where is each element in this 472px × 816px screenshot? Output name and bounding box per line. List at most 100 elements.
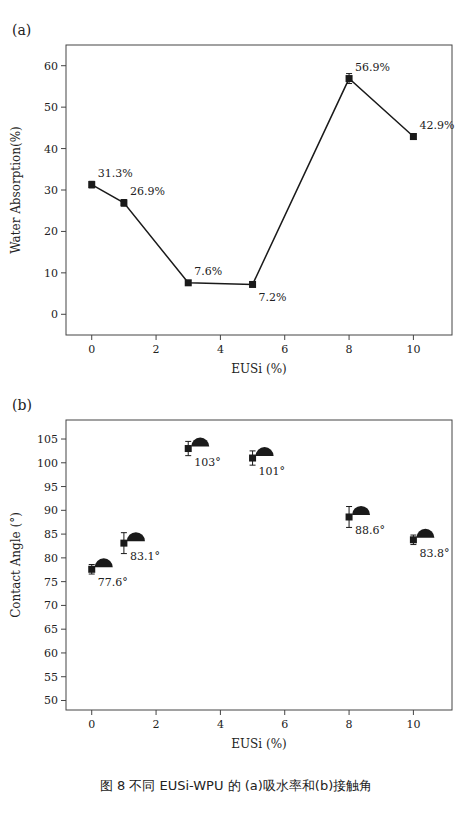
x-tick [349,335,350,340]
x-tick [156,710,157,715]
x-tick-label: 2 [153,718,160,731]
point [410,536,417,543]
error-cap [185,441,191,442]
y-tick [61,510,66,511]
error-bar [121,200,127,207]
panel: 01020304050600246810EUSi (%)Water Absorp… [9,22,454,376]
x-tick [284,710,285,715]
point [249,281,256,288]
x-tick-label: 6 [281,343,288,356]
data-label: 31.3% [98,167,133,180]
x-tick [91,335,92,340]
x-tick [349,710,350,715]
x-tick [156,335,157,340]
droplet [191,438,209,447]
panel: 505560657075808590951001050246810EUSi (%… [9,397,452,751]
error-bar [89,181,95,188]
data-label: 26.9% [130,185,165,198]
point [185,445,192,452]
point [346,513,353,520]
error-bar [346,507,352,528]
y-tick-label: 80 [44,552,58,565]
y-tick-label: 90 [44,504,58,517]
x-tick-label: 2 [153,343,160,356]
x-tick [220,710,221,715]
error-cap [250,450,256,451]
error-cap [250,465,256,466]
y-tick [61,676,66,677]
error-bar [250,451,256,465]
x-tick [413,710,414,715]
data-label: 88.6° [355,524,385,537]
series-line [92,79,414,285]
y-tick [61,534,66,535]
figure: 01020304050600246810EUSi (%)Water Absorp… [0,0,472,816]
data-label: 77.6° [98,576,128,589]
x-tick-label: 4 [217,343,224,356]
x-tick [284,335,285,340]
error-cap [121,532,127,533]
droplet [95,558,113,567]
x-tick-label: 4 [217,718,224,731]
y-tick-label: 95 [44,481,58,494]
error-cap [89,564,95,565]
x-axis-label: EUSi (%) [231,737,287,751]
point [120,540,127,547]
error-cap [346,83,352,84]
y-tick-label: 65 [44,623,58,636]
y-tick [61,231,66,232]
error-bar [121,533,127,554]
y-tick-label: 85 [44,528,58,541]
x-tick [91,710,92,715]
y-tick-label: 60 [44,647,58,660]
y-tick-label: 100 [37,457,58,470]
y-tick [61,107,66,108]
x-tick-label: 0 [88,718,95,731]
x-axis-label: EUSi (%) [231,362,287,376]
y-tick [61,700,66,701]
x-tick-label: 8 [346,343,353,356]
error-cap [121,553,127,554]
caption: 图 8 不同 EUSi-WPU 的 (a)吸水率和(b)接触角 [100,778,372,793]
error-bar [410,134,416,140]
y-tick-label: 70 [44,599,58,612]
y-tick [61,148,66,149]
error-cap [346,506,352,507]
panel-label: (a) [12,22,31,38]
point [346,75,353,82]
y-tick-label: 60 [44,60,58,73]
y-axis-label: Contact Angle (°) [9,512,23,618]
plot-frame [66,45,452,335]
y-tick-label: 50 [44,694,58,707]
data-label: 83.1° [130,550,160,563]
error-cap [346,527,352,528]
x-tick [220,335,221,340]
y-tick [61,190,66,191]
data-label: 56.9% [355,61,390,74]
y-tick-label: 0 [51,308,58,321]
data-label: 42.9% [419,119,454,132]
error-cap [185,455,191,456]
droplet [127,532,145,541]
data-label: 103° [194,456,221,469]
point [410,133,417,140]
y-tick-label: 20 [44,225,58,238]
error-bar [346,74,352,84]
y-axis-label: Water Absorption(%) [9,126,23,253]
marks [88,74,417,288]
point [88,181,95,188]
y-tick [61,65,66,66]
droplet [352,506,370,515]
point [120,199,127,206]
error-cap [410,535,416,536]
x-tick-label: 10 [406,343,420,356]
error-cap [346,73,352,74]
data-label: 7.6% [194,265,222,278]
point [249,455,256,462]
x-tick-label: 0 [88,343,95,356]
error-bar [185,441,191,455]
error-bar [89,565,95,575]
x-tick-label: 8 [346,718,353,731]
y-tick [61,557,66,558]
x-tick-label: 6 [281,718,288,731]
